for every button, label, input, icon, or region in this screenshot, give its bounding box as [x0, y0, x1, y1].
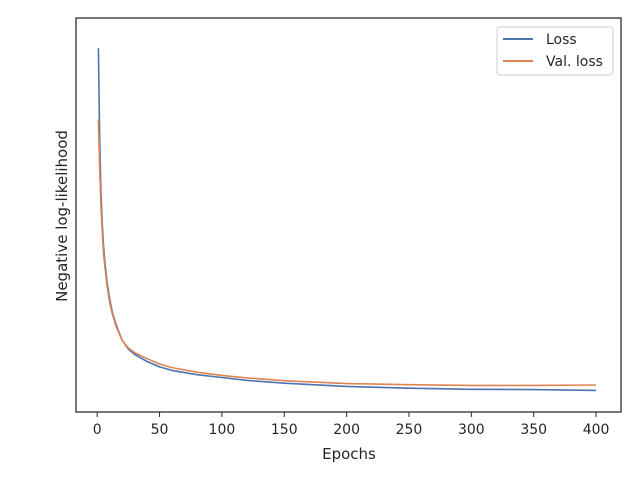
- legend-label: Loss: [546, 32, 577, 48]
- x-tick-label: 200: [333, 422, 360, 438]
- x-tick-label: 100: [209, 422, 236, 438]
- x-tick-label: 250: [396, 422, 423, 438]
- plot-frame: [75, 17, 622, 413]
- legend: Loss Val. loss: [496, 26, 614, 76]
- x-tick-label: 50: [151, 422, 169, 438]
- series-line-val-loss: [97, 119, 597, 387]
- y-axis-label: Negative log-likelihood: [53, 130, 71, 302]
- x-tick-label: 0: [93, 422, 102, 438]
- x-axis-label: Epochs: [322, 445, 376, 463]
- x-tick-label: 300: [458, 422, 485, 438]
- x-tick-label: 150: [271, 422, 298, 438]
- x-tick-label: 350: [520, 422, 547, 438]
- x-tick-label: 400: [583, 422, 610, 438]
- legend-label: Val. loss: [546, 54, 603, 70]
